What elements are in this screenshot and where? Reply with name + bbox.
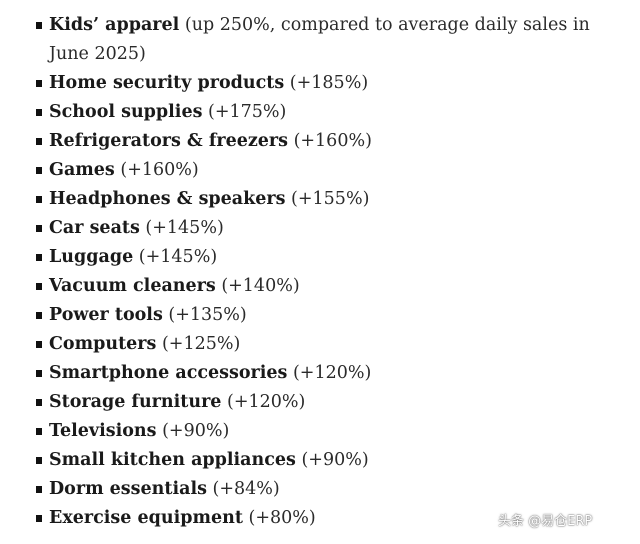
item-name: Small kitchen appliances — [49, 450, 296, 470]
bullet-icon — [36, 225, 42, 232]
list-item: Small kitchen appliances (+90%) — [36, 446, 626, 475]
bullet-icon — [36, 283, 42, 290]
item-detail: (+185%) — [289, 73, 369, 93]
list-item: Smartphone accessories (+120%) — [36, 359, 626, 388]
bullet-icon — [36, 196, 42, 203]
bullet-icon — [36, 399, 42, 406]
item-name: Home security products — [49, 73, 285, 93]
list-item: Dorm essentials (+84%) — [36, 475, 626, 504]
item-detail: (+175%) — [208, 102, 287, 122]
list-item: Storage furniture (+120%) — [36, 388, 626, 417]
bullet-icon — [36, 457, 42, 464]
item-name: Power tools — [49, 305, 163, 325]
bullet-icon — [36, 515, 42, 522]
item-detail: (+135%) — [168, 305, 247, 325]
bullet-icon — [36, 80, 42, 87]
item-name: Exercise equipment — [49, 508, 243, 528]
list-item: Refrigerators & freezers (+160%) — [36, 127, 626, 156]
category-growth-list: Kids’ apparel (up 250%, compared to aver… — [36, 11, 626, 533]
list-item: Home security products (+185%) — [36, 69, 626, 98]
item-detail: (+155%) — [291, 189, 370, 209]
list-item: Vacuum cleaners (+140%) — [36, 272, 626, 301]
item-name: Kids’ apparel — [49, 15, 180, 35]
item-name: Storage furniture — [49, 392, 222, 412]
item-detail: (+160%) — [120, 160, 199, 180]
item-detail: (+84%) — [212, 479, 280, 499]
item-name: Refrigerators & freezers — [49, 131, 288, 151]
item-name: Televisions — [49, 421, 157, 441]
bullet-icon — [36, 370, 42, 377]
list-item: Luggage (+145%) — [36, 243, 626, 272]
list-item: Power tools (+135%) — [36, 301, 626, 330]
item-name: Car seats — [49, 218, 140, 238]
list-item: Computers (+125%) — [36, 330, 626, 359]
item-detail: (+120%) — [227, 392, 306, 412]
bullet-icon — [36, 109, 42, 116]
bullet-icon — [36, 138, 42, 145]
bullet-icon — [36, 486, 42, 493]
bullet-icon — [36, 167, 42, 174]
list-item: School supplies (+175%) — [36, 98, 626, 127]
item-name: Games — [49, 160, 115, 180]
list-item: Exercise equipment (+80%) — [36, 504, 626, 533]
item-detail: (+90%) — [162, 421, 230, 441]
item-name: Computers — [49, 334, 157, 354]
bullet-icon — [36, 428, 42, 435]
bullet-icon — [36, 254, 42, 261]
bullet-icon — [36, 341, 42, 348]
list-item: Games (+160%) — [36, 156, 626, 185]
item-detail: (up 250%, compared to average daily sale… — [49, 15, 590, 64]
item-name: Smartphone accessories — [49, 363, 288, 383]
list-item: Car seats (+145%) — [36, 214, 626, 243]
item-detail: (+80%) — [248, 508, 316, 528]
item-detail: (+125%) — [161, 334, 241, 354]
item-name: Dorm essentials — [49, 479, 207, 499]
item-name: Headphones & speakers — [49, 189, 286, 209]
item-name: Luggage — [49, 247, 134, 267]
list-item: Televisions (+90%) — [36, 417, 626, 446]
source-watermark: 头条 @易仓ERP — [498, 514, 593, 529]
item-name: School supplies — [49, 102, 203, 122]
item-detail: (+140%) — [221, 276, 300, 296]
item-detail: (+120%) — [292, 363, 372, 383]
item-name: Vacuum cleaners — [49, 276, 216, 296]
item-detail: (+145%) — [138, 247, 218, 267]
item-detail: (+90%) — [301, 450, 369, 470]
bullet-icon — [36, 312, 42, 319]
list-item: Headphones & speakers (+155%) — [36, 185, 626, 214]
bullet-icon — [36, 22, 42, 29]
item-detail: (+145%) — [145, 218, 224, 238]
item-detail: (+160%) — [293, 131, 372, 151]
list-item: Kids’ apparel (up 250%, compared to aver… — [36, 11, 626, 69]
